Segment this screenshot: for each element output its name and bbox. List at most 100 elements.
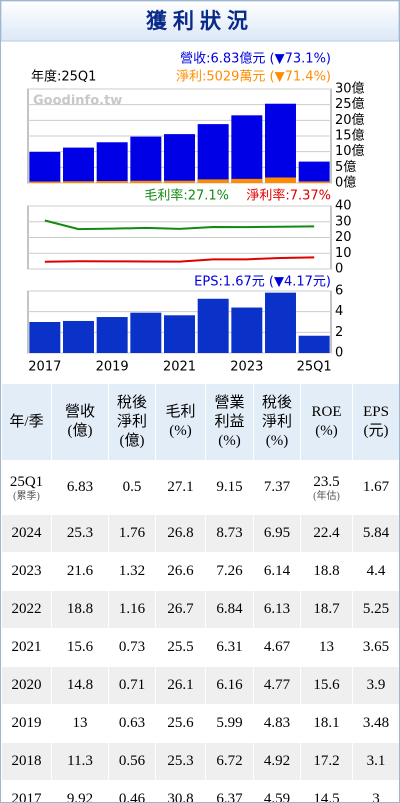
table-row: 2023 21.6 1.32 26.6 7.26 6.14 18.8 4.4 xyxy=(1,552,399,591)
bar xyxy=(197,124,229,183)
y-tick-label: 5億 xyxy=(335,159,356,175)
cell-text: 3.1 xyxy=(366,753,386,769)
cell-text: 6.95 xyxy=(263,525,291,541)
cell-text: 13 xyxy=(72,715,88,731)
table-cell: 0.56 xyxy=(108,742,156,781)
table-cell: 26.7 xyxy=(155,590,206,629)
table-cell: 14.5 xyxy=(300,780,353,802)
table-cell: 9.92 xyxy=(51,780,109,802)
cell-text: 0.63 xyxy=(118,715,146,731)
table: 年/季 營收 (億) 稅後 淨利 (億) 毛利 (%) 營業 利益 (%) 稅後 淨利 (%) ROE (%)… xyxy=(1,383,399,803)
table-cell: 0.71 xyxy=(108,666,156,705)
y-tick-label: 40 xyxy=(335,199,352,214)
cell-text: 15.6 xyxy=(313,677,340,693)
table-cell: 25.3 xyxy=(51,514,109,553)
cell-text: 1.76 xyxy=(118,525,146,541)
y-tick-label: 20 xyxy=(335,230,352,245)
table-row: 2020 14.8 0.71 26.1 6.16 4.77 15.6 3.9 xyxy=(1,666,399,705)
header-text: EPS xyxy=(363,404,389,420)
cell-text: 22.4 xyxy=(313,525,340,541)
table-cell: 22.4 xyxy=(300,514,353,553)
bar xyxy=(130,312,162,353)
bar xyxy=(63,181,94,183)
table-cell: 3.48 xyxy=(352,704,399,743)
cell-text: 4.4 xyxy=(366,563,386,579)
cell-text: 11.3 xyxy=(67,753,93,769)
cell-text: 7.37 xyxy=(263,479,291,495)
cell-text: 13 xyxy=(319,639,334,655)
table-cell: 6.13 xyxy=(253,590,301,629)
table-cell: 26.8 xyxy=(155,514,206,553)
table-row: 2021 15.6 0.73 25.5 6.31 4.67 13 3.65 xyxy=(1,628,399,667)
cell-note: (累季) xyxy=(13,490,40,502)
cell-text: 3.48 xyxy=(362,715,390,731)
annotation: 毛利率:27.1% xyxy=(144,188,229,204)
y-tick-label: 10 xyxy=(335,246,352,261)
cell-text: 2019 xyxy=(11,715,42,731)
table-cell: 15.6 xyxy=(300,666,353,705)
table-row: 2017 9.92 0.46 30.8 6.37 4.59 14.5 3 xyxy=(1,780,399,803)
cell-text: 5.84 xyxy=(362,525,390,541)
table-cell: 5.99 xyxy=(205,704,254,743)
cell-text: 0.46 xyxy=(118,791,146,803)
cell-text: 1.16 xyxy=(118,601,146,617)
cell-text: 26.1 xyxy=(167,677,194,693)
y-tick-label: 10億 xyxy=(335,143,365,159)
table-cell: 5.25 xyxy=(352,590,399,629)
y-tick-label: 25億 xyxy=(335,96,365,112)
table-row: 2024 25.3 1.76 26.8 8.73 6.95 22.4 5.84 xyxy=(1,514,399,553)
table-cell: 15.6 xyxy=(51,628,109,667)
cell-text: 0.71 xyxy=(118,677,146,693)
bar xyxy=(197,298,229,353)
y-tick-label: 0 xyxy=(335,346,343,361)
title-bar xyxy=(1,1,399,42)
table-row: 25Q1 (累季) 6.83 0.5 27.1 9.15 7.37 23.5 (年估) 1.67 xyxy=(1,460,399,515)
header-text: (億) xyxy=(119,432,145,449)
bar xyxy=(96,317,128,353)
table-cell: 1.32 xyxy=(108,552,156,591)
header-text: (%) xyxy=(169,423,192,439)
x-tick-label: 2019 xyxy=(96,360,129,375)
cell-text: 9.15 xyxy=(216,479,243,495)
table-cell: 6.72 xyxy=(205,742,254,781)
table-cell: 25.3 xyxy=(155,742,206,781)
cell-text: 4.83 xyxy=(263,715,291,731)
table-cell: 4.92 xyxy=(253,742,301,781)
table-cell: 0.5 xyxy=(108,460,156,515)
y-tick-label: 20億 xyxy=(335,112,365,128)
header-cell: 毛利 (%) xyxy=(155,383,206,461)
table-cell: 13 xyxy=(51,704,109,743)
table-cell: 1.76 xyxy=(108,514,156,553)
table-cell: 25.5 xyxy=(155,628,206,667)
bar xyxy=(231,115,263,183)
x-tick-label: 2023 xyxy=(230,360,263,375)
table-cell: 14.8 xyxy=(51,666,109,705)
table-cell: 18.1 xyxy=(300,704,353,743)
cell-text: 1.32 xyxy=(118,563,146,579)
header-cell: 營業 利益 (%) xyxy=(205,383,254,461)
cell-text: 21.6 xyxy=(66,563,94,579)
table-cell: 25Q1 (累季) xyxy=(1,460,52,515)
cell-text: 25.5 xyxy=(167,639,194,655)
header-text: ROE xyxy=(311,404,342,420)
cell-text: 18.8 xyxy=(313,563,340,579)
header-cell: 稅後 淨利 (%) xyxy=(253,383,301,461)
cell-text: 23.5 xyxy=(313,473,340,490)
y-tick-label: 15億 xyxy=(335,128,365,144)
cell-text: 4.92 xyxy=(263,753,291,769)
cell-text: 5.99 xyxy=(216,715,243,731)
table-cell: 8.73 xyxy=(205,514,254,553)
annotation: 淨利率:7.37% xyxy=(246,188,331,204)
bar xyxy=(298,161,330,183)
cell-text: 25Q1 xyxy=(9,473,44,490)
table-cell: 0.46 xyxy=(108,780,156,803)
table-cell: 18.8 xyxy=(51,590,109,629)
table-cell: 2023 xyxy=(1,552,52,591)
cell-note: (年估) xyxy=(313,490,340,502)
bar xyxy=(63,320,94,353)
header-text: 年/季 xyxy=(9,413,44,430)
bar xyxy=(298,335,330,353)
table-cell: 25.6 xyxy=(155,704,206,743)
